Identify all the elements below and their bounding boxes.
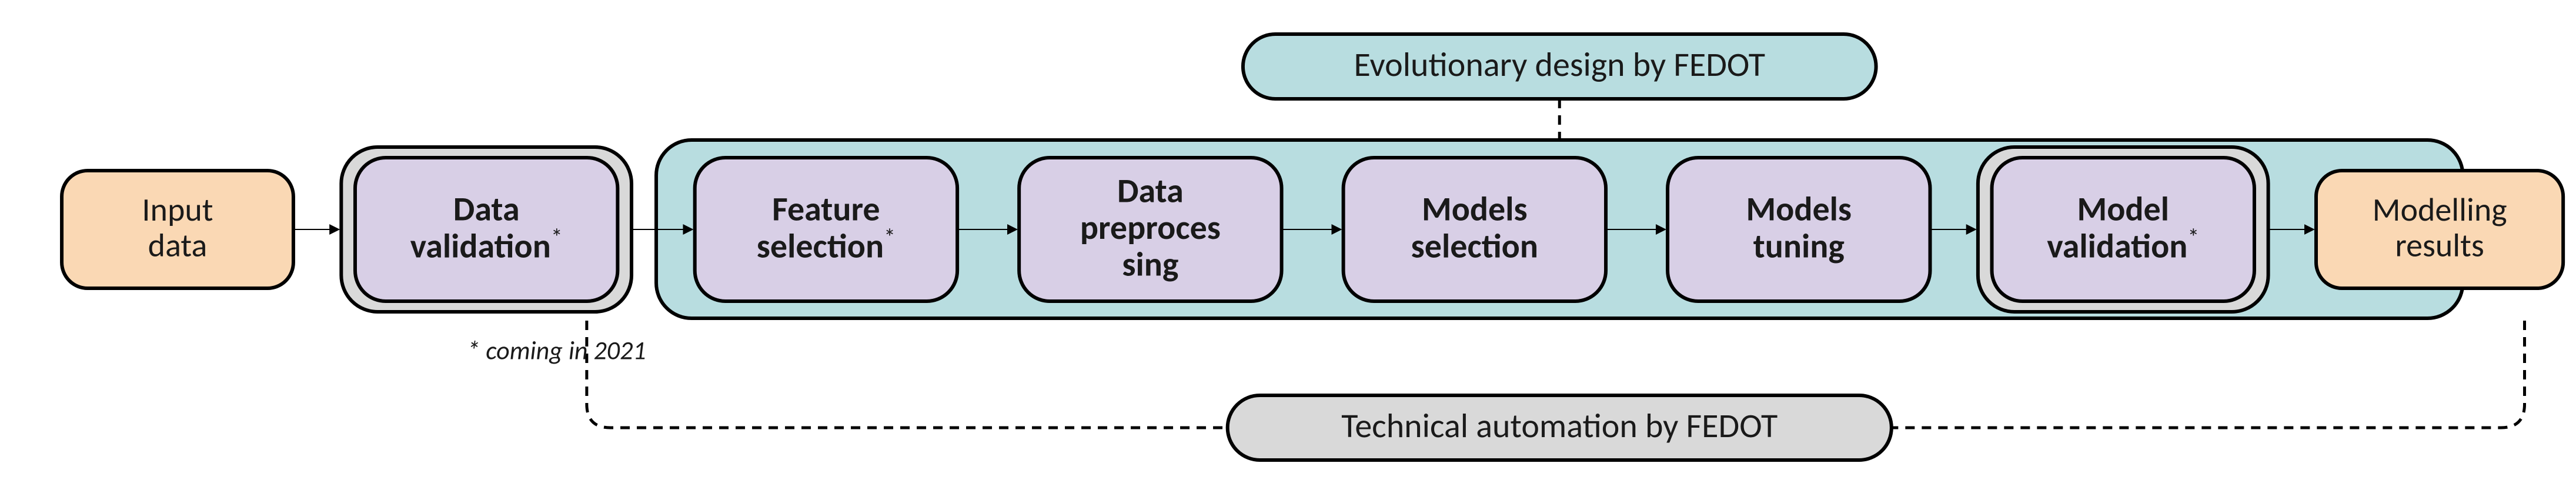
node-data-preproc-label-1: preproces <box>1080 206 1221 248</box>
node-model-validation: Modelvalidation* <box>1978 147 2268 312</box>
node-input-label-0: Input <box>142 190 213 230</box>
node-results-label-0: Modelling <box>2373 190 2507 230</box>
node-data-validation-label-0: Data <box>453 188 520 230</box>
node-results: Modellingresults <box>2316 171 2563 288</box>
node-data-validation: Datavalidation* <box>341 147 632 312</box>
banner-technical-label: Technical automation by FEDOT <box>1341 405 1778 447</box>
node-data-preproc-label-0: Data <box>1117 169 1184 211</box>
banner-evolutionary-label: Evolutionary design by FEDOT <box>1354 44 1765 85</box>
node-models-tuning: Modelstuning <box>1668 158 1930 301</box>
node-model-validation-label-0: Model <box>2077 188 2169 230</box>
node-models-selection: Modelsselection <box>1344 158 1606 301</box>
node-feature-selection-label-0: Feature <box>772 188 880 230</box>
node-models-tuning-label-1: tuning <box>1753 225 1845 267</box>
node-models-tuning-label-0: Models <box>1746 188 1852 230</box>
node-models-selection-label-0: Models <box>1422 188 1528 230</box>
node-data-preproc-label-2: sing <box>1122 244 1178 285</box>
node-input: Inputdata <box>62 171 293 288</box>
node-models-selection-label-1: selection <box>1411 225 1538 267</box>
node-results-label-1: results <box>2395 226 2484 266</box>
node-data-preproc: Datapreprocessing <box>1019 158 1281 301</box>
node-feature-selection-label-1: selection* <box>757 223 896 267</box>
node-model-validation-label-1: validation* <box>2047 223 2199 267</box>
node-data-validation-label-1: validation* <box>410 223 563 267</box>
node-input-label-1: data <box>148 226 208 266</box>
footnote: * coming in 2021 <box>467 335 646 367</box>
node-feature-selection: Featureselection* <box>695 158 957 301</box>
